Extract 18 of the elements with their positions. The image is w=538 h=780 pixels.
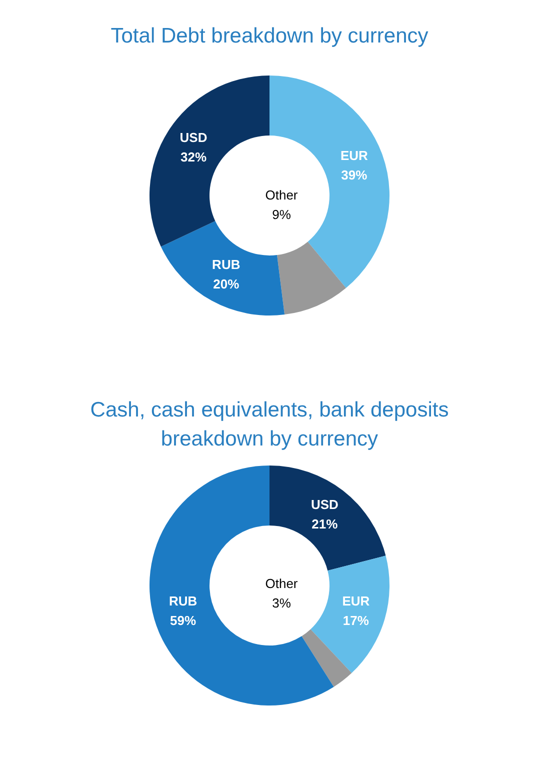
slice-label: EUR [340, 148, 369, 163]
slice-label: Other [265, 187, 298, 202]
slice-label: USD [180, 130, 208, 146]
data-label: 9% [272, 206, 292, 222]
data-label: 17% [342, 612, 370, 628]
data-label: 3% [272, 596, 292, 611]
slice-label: RUB [168, 593, 198, 608]
slice-label: Other [265, 576, 298, 592]
data-label: 59% [170, 612, 197, 628]
data-label: 32% [180, 150, 207, 165]
chart-title: Total Debt breakdown by currency [110, 24, 429, 48]
data-label: 21% [312, 516, 338, 532]
slice-label: USD [310, 497, 338, 512]
data-label: 39% [341, 167, 368, 182]
slice-label: EUR [342, 593, 370, 608]
slice-label: RUB [212, 257, 240, 272]
data-label: 20% [213, 276, 240, 292]
chart-title: Cash, cash equivalents, bank deposits breakdown by currency [90, 398, 449, 450]
